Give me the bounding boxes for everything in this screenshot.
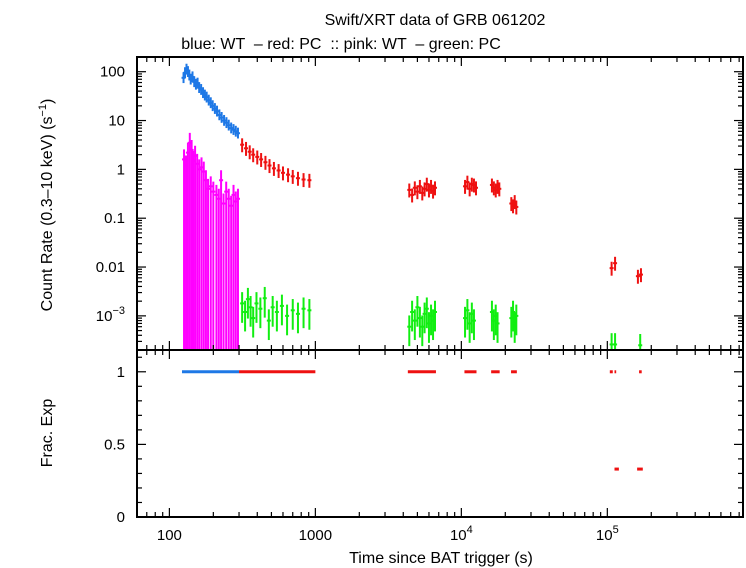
y-tick-label-base-1: 10: [108, 113, 125, 130]
y-tick-label-3: 0.1: [104, 210, 125, 227]
x-tick-label-exp-3: 5: [613, 524, 619, 536]
frac-tick-label-1: 0.5: [104, 436, 125, 453]
y-tick-label-base-4: 0.01: [96, 259, 125, 276]
x-tick-label-3: 105: [596, 524, 619, 544]
count-rate-y-label-close: ): [39, 99, 56, 104]
series-0: [181, 63, 240, 139]
count-rate-y-label-text: Count Rate (0.3–10 keV) (s: [39, 117, 56, 312]
frac-exp-y-axis-label: Frac. Exp: [39, 399, 56, 468]
x-tick-label-base-3: 10: [596, 527, 613, 544]
x-tick-label-1: 1000: [299, 527, 332, 544]
chart-title: Swift/XRT data of GRB 061202: [325, 12, 546, 29]
count-rate-y-axis-label: Count Rate (0.3–10 keV) (s−1): [37, 99, 56, 312]
x-tick-label-2: 104: [450, 524, 473, 544]
series-1: [240, 138, 643, 284]
x-axis-label: Time since BAT trigger (s): [349, 550, 533, 567]
y-tick-label-1: 10: [108, 113, 125, 130]
series-3: [240, 286, 643, 350]
frac-tick-label-0: 0: [117, 509, 125, 526]
y-tick-label-5: 10−3: [96, 305, 125, 325]
x-tick-label-0: 100: [157, 527, 182, 544]
x-tick-label-base-2: 10: [450, 527, 467, 544]
x-tick-label-base-1: 1000: [299, 527, 332, 544]
x-tick-label-exp-2: 4: [467, 524, 473, 536]
x-tick-label-base-0: 100: [157, 527, 182, 544]
series-2: [182, 132, 240, 350]
chart-subtitle: blue: WT – red: PC :: pink: WT – green: …: [181, 36, 501, 53]
y-tick-label-base-0: 100: [100, 64, 125, 81]
count-rate-y-label-exponent: −1: [37, 104, 49, 117]
y-tick-label-4: 0.01: [96, 259, 125, 276]
y-tick-label-base-2: 1: [117, 161, 125, 178]
frac-exp-frame: [136, 349, 744, 518]
y-tick-label-0: 100: [100, 64, 125, 81]
frac-tick-label-2: 1: [117, 364, 125, 381]
y-tick-label-base-3: 0.1: [104, 210, 125, 227]
y-tick-label-exp-5: −3: [112, 305, 125, 317]
y-tick-label-base-5: 10: [96, 308, 113, 325]
y-tick-label-2: 1: [117, 161, 125, 178]
